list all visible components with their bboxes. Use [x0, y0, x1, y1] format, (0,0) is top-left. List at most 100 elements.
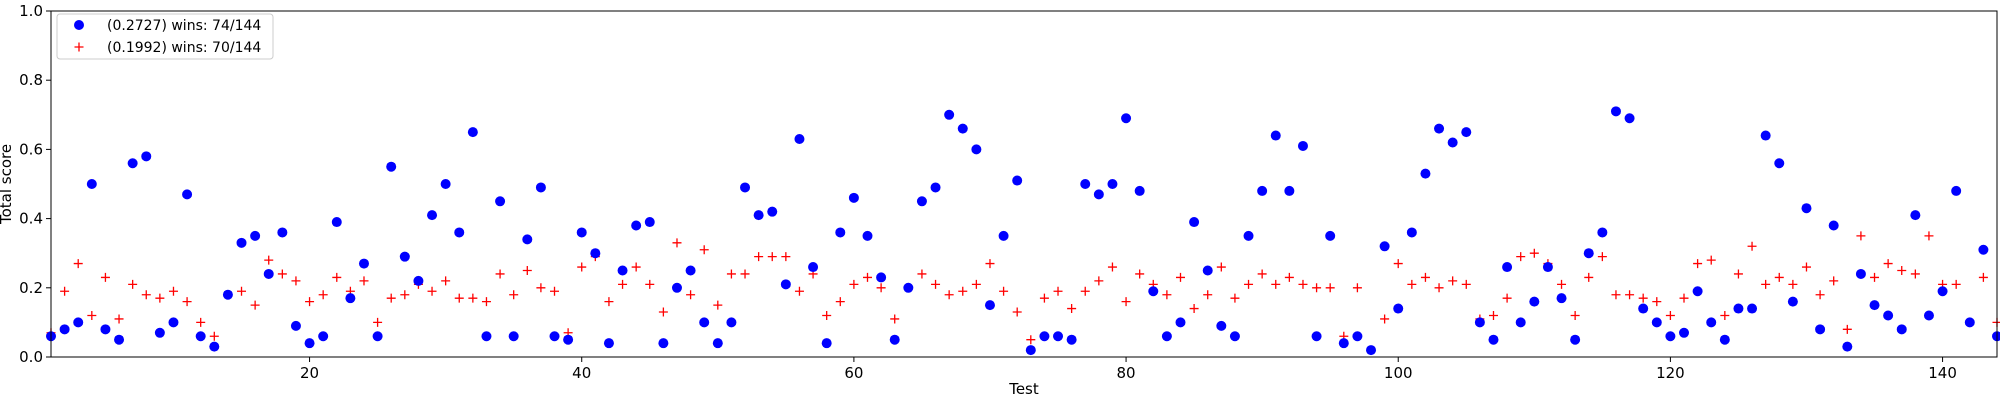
- series-1-point: [1053, 331, 1064, 342]
- series-1-point: [767, 206, 778, 217]
- series-2-point: [767, 252, 777, 262]
- series-1-point: [1379, 241, 1390, 252]
- series-2-point: [754, 252, 764, 262]
- series-2-point: [1978, 272, 1988, 282]
- series-1-point: [535, 182, 546, 193]
- series-1-point: [808, 262, 819, 273]
- x-tick-label: 80: [1117, 364, 1136, 382]
- legend-box: [56, 13, 274, 60]
- series-2-point: [1557, 279, 1567, 289]
- series-2-point: [373, 317, 383, 327]
- legend-entry-series-2: (0.1992) wins: 70/144: [107, 40, 261, 56]
- x-axis-label: Test: [1008, 380, 1039, 398]
- series-2-point: [958, 286, 968, 296]
- series-1-point: [522, 234, 533, 245]
- series-1-point: [1883, 310, 1894, 321]
- series-1-point: [1284, 185, 1295, 196]
- series-1-point: [1175, 317, 1186, 328]
- series-1-point: [699, 317, 710, 328]
- y-axis-label: Total score: [0, 144, 15, 225]
- series-2-point: [1216, 262, 1226, 272]
- series-1-point: [331, 217, 342, 228]
- series-2-point: [1094, 276, 1104, 286]
- series-1-point: [1325, 230, 1336, 241]
- series-2-point: [264, 255, 274, 265]
- series-2-point: [427, 286, 437, 296]
- series-2-point: [305, 297, 315, 307]
- series-1-point: [740, 182, 751, 193]
- series-2-point: [740, 269, 750, 279]
- series-2-point: [577, 262, 587, 272]
- y-tick-label: 0.8: [19, 71, 43, 89]
- series-2-point: [1625, 290, 1635, 300]
- series-2-point: [1693, 259, 1703, 269]
- series-2-point: [237, 286, 247, 296]
- series-2-point: [1107, 262, 1117, 272]
- series-2-point: [550, 286, 560, 296]
- series-1-point: [1189, 217, 1200, 228]
- series-1-point: [467, 127, 478, 138]
- series-1-point: [930, 182, 941, 193]
- series-1-point: [168, 317, 179, 328]
- series-2-point: [1801, 262, 1811, 272]
- series-2-point: [1284, 272, 1294, 282]
- series-1-point: [1719, 334, 1730, 345]
- series-1-point: [631, 220, 642, 231]
- series-1-point: [590, 248, 601, 259]
- series-2-point: [441, 276, 451, 286]
- series-2-point: [509, 290, 519, 300]
- series-2-point: [1829, 276, 1839, 286]
- series-1-point: [386, 161, 397, 172]
- series-1-point: [1107, 179, 1118, 189]
- series-2-point: [1189, 304, 1199, 314]
- series-1-point: [1406, 227, 1417, 238]
- series-1-point: [1624, 113, 1635, 124]
- series-1-point: [86, 179, 97, 189]
- series-2-point: [1747, 241, 1757, 251]
- series-1-point: [1025, 345, 1036, 356]
- series-2-point: [631, 262, 641, 272]
- series-1-point: [1787, 296, 1798, 307]
- series-1-point: [1420, 168, 1431, 179]
- series-1-point: [1951, 185, 1962, 196]
- x-tick-label: 20: [300, 364, 319, 382]
- series-1-point: [1910, 210, 1921, 221]
- series-1-point: [1760, 130, 1771, 141]
- series-2-point: [822, 310, 832, 320]
- series-1-point: [1352, 331, 1363, 342]
- series-2-point: [1203, 290, 1213, 300]
- series-1-point: [1474, 317, 1485, 328]
- series-2-point: [1312, 283, 1322, 293]
- series-2-point: [1067, 304, 1077, 314]
- series-2-point: [481, 297, 491, 307]
- series-1-point: [1202, 265, 1213, 276]
- y-axis-ticks: 0.0 0.2 0.4 0.6 0.8 1.0: [19, 2, 51, 366]
- series-2-point: [931, 279, 941, 289]
- series-2-point: [1461, 279, 1471, 289]
- series-2-point: [726, 269, 736, 279]
- series-1-point: [399, 251, 410, 262]
- series-1-point: [1923, 310, 1934, 321]
- series-1-point: [195, 331, 206, 342]
- series-2-point: [849, 279, 859, 289]
- series-1-point: [1992, 331, 2000, 342]
- series-2-point: [182, 297, 192, 307]
- series-1-point: [603, 338, 614, 349]
- series-2-point: [890, 314, 900, 324]
- series-1-point: [1651, 317, 1662, 328]
- legend-marker-plus: [74, 42, 84, 52]
- series-1-point: [726, 317, 737, 328]
- series-2-point: [168, 286, 178, 296]
- series-2-point: [1815, 290, 1825, 300]
- series-1-point: [644, 217, 655, 228]
- series-1-point: [780, 279, 791, 290]
- series-2-point: [1135, 269, 1145, 279]
- series-2-point: [359, 276, 369, 286]
- series-1-point: [1134, 185, 1145, 196]
- data-series: [46, 106, 2000, 356]
- series-2-point: [250, 300, 260, 310]
- series-1-point: [1610, 106, 1621, 117]
- series-2-point: [863, 272, 873, 282]
- series-2-point: [1638, 293, 1648, 303]
- series-1-point: [876, 272, 887, 283]
